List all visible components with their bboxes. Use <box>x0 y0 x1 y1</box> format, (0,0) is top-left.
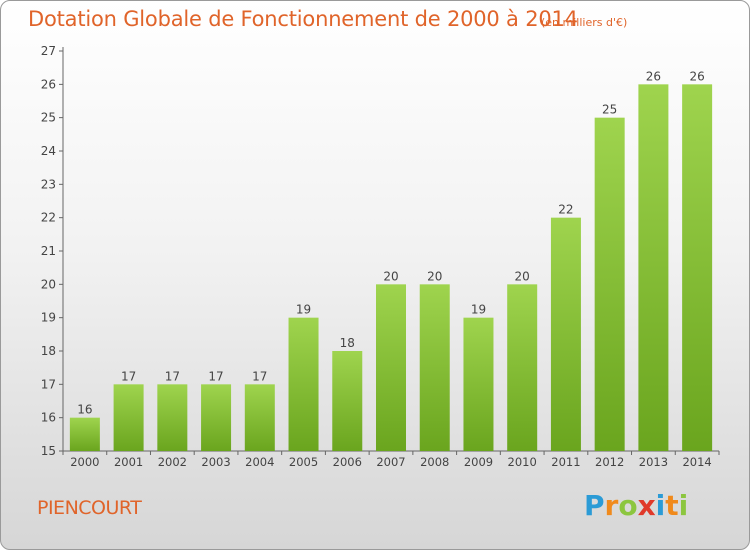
bar-value-label: 18 <box>340 336 355 350</box>
x-tick-label: 2005 <box>289 455 318 469</box>
x-tick-label: 2002 <box>158 455 187 469</box>
bar <box>157 384 188 451</box>
logo-letter: i <box>655 489 666 522</box>
y-tick-label: 15 <box>41 444 56 458</box>
x-tick-label: 2009 <box>464 455 493 469</box>
x-tick-label: 2007 <box>376 455 405 469</box>
bar-value-label: 26 <box>646 69 661 83</box>
logo-letter: o <box>618 489 638 522</box>
x-tick-label: 2013 <box>639 455 668 469</box>
x-tick-label: 2000 <box>70 455 99 469</box>
bar-value-label: 17 <box>208 369 223 383</box>
bar-value-label: 17 <box>165 369 180 383</box>
x-tick-label: 2008 <box>420 455 449 469</box>
x-tick-label: 2001 <box>114 455 143 469</box>
bar-value-label: 17 <box>121 369 136 383</box>
y-tick-label: 19 <box>41 311 56 325</box>
y-tick-label: 20 <box>41 277 56 291</box>
bar-value-label: 20 <box>515 269 530 283</box>
y-tick-label: 26 <box>41 77 56 91</box>
bar-value-label: 20 <box>427 269 442 283</box>
logo-letter: x <box>637 489 656 522</box>
bar-value-label: 26 <box>689 69 704 83</box>
bar <box>376 284 406 451</box>
bar <box>113 384 144 451</box>
bar <box>463 317 494 451</box>
chart-title: Dotation Globale de Fonctionnement de 20… <box>28 7 578 31</box>
logo-letter: t <box>665 489 679 522</box>
bar <box>244 384 275 451</box>
bar-value-label: 16 <box>77 403 92 417</box>
bar <box>638 84 669 451</box>
x-tick-label: 2004 <box>245 455 274 469</box>
logo-letter: r <box>604 489 619 522</box>
logo-letter: i <box>678 489 689 522</box>
bar <box>594 117 625 452</box>
bar-value-label: 19 <box>296 303 311 317</box>
y-tick-label: 21 <box>41 244 56 258</box>
y-tick-label: 24 <box>41 144 56 158</box>
chart-unit-note: (en milliers d'€) <box>541 16 628 29</box>
commune-name: PIENCOURT <box>37 497 142 519</box>
bar <box>550 217 581 451</box>
y-tick-label: 16 <box>41 411 56 425</box>
x-tick-label: 2010 <box>508 455 537 469</box>
x-tick-label: 2011 <box>551 455 580 469</box>
bar-value-label: 22 <box>558 203 573 217</box>
chart-y-tick-labels: 15 16 17 18 19 20 21 22 23 24 25 26 27 <box>41 44 56 458</box>
y-tick-label: 25 <box>41 111 56 125</box>
bar-value-label: 20 <box>383 269 398 283</box>
chart-x-tick-labels: 2000 2001 2002 2003 2004 2005 2006 2007 2008 2009… <box>70 455 712 469</box>
bar-value-label: 25 <box>602 103 617 117</box>
proxiti-logo: Proxiti <box>584 489 688 522</box>
bar <box>69 417 100 451</box>
bar <box>682 84 713 451</box>
logo-letter: P <box>584 489 605 522</box>
bar <box>288 317 319 451</box>
x-tick-label: 2003 <box>201 455 230 469</box>
bar-value-label: 17 <box>252 369 267 383</box>
chart-value-labels: 16 17 17 17 17 19 18 20 20 19 20 22 25 26 26 <box>77 69 705 416</box>
y-tick-label: 18 <box>41 344 56 358</box>
x-tick-label: 2012 <box>595 455 624 469</box>
bar <box>332 351 363 451</box>
y-tick-label: 17 <box>41 377 56 391</box>
bar <box>419 284 450 451</box>
chart-bars <box>69 84 713 452</box>
y-tick-label: 23 <box>41 177 56 191</box>
x-tick-label: 2014 <box>682 455 711 469</box>
bar <box>507 284 538 451</box>
y-tick-label: 22 <box>41 211 56 225</box>
x-tick-label: 2006 <box>333 455 362 469</box>
y-tick-label: 27 <box>41 44 56 58</box>
bar <box>201 384 232 451</box>
bar-value-label: 19 <box>471 303 486 317</box>
